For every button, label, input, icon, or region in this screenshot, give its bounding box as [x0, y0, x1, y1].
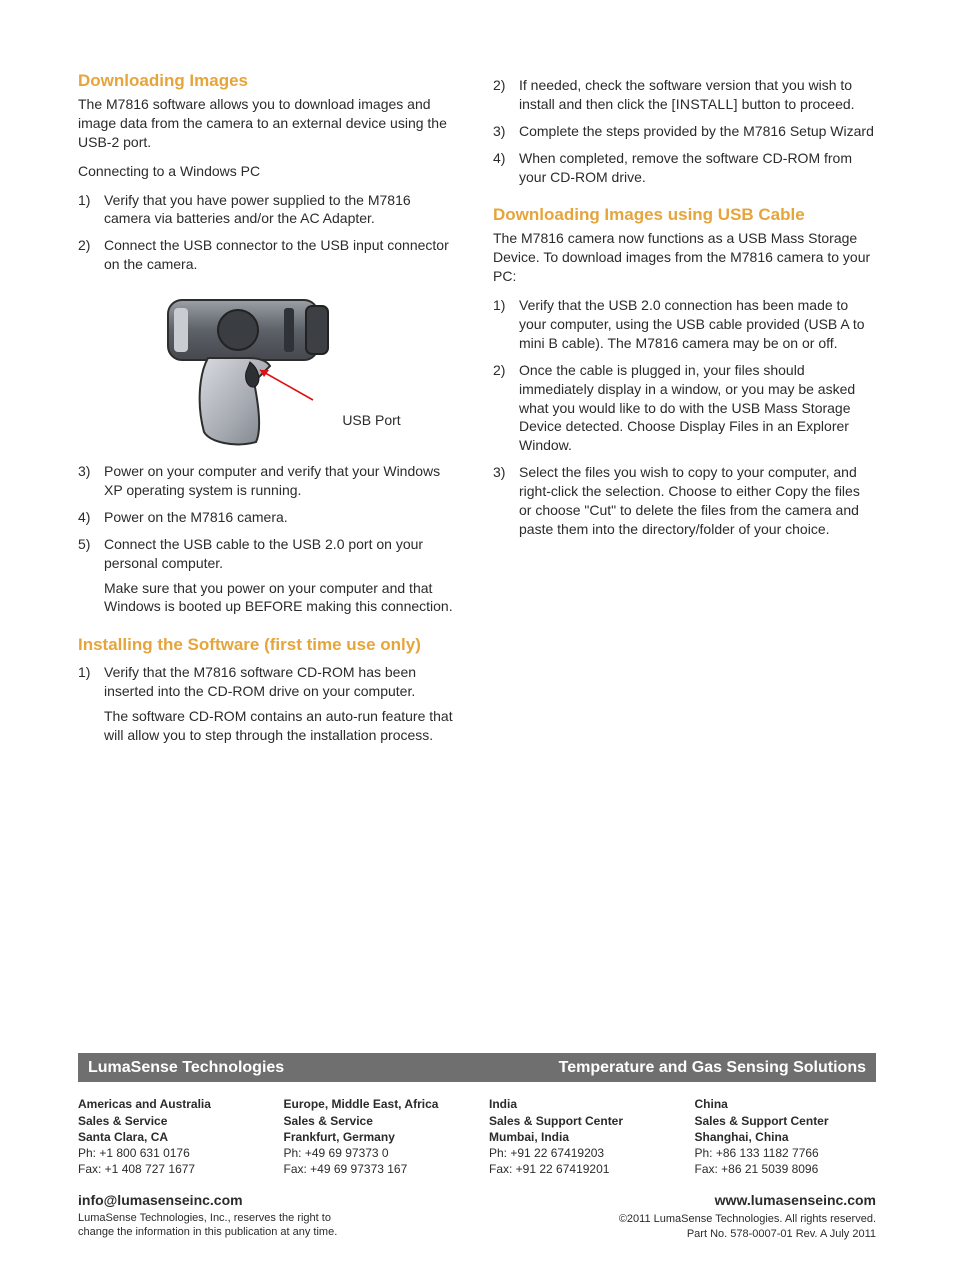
step-item: Once the cable is plugged in, your files… [493, 361, 876, 455]
two-column-layout: Downloading Images The M7816 software al… [78, 70, 876, 753]
office-block: Europe, Middle East, Africa Sales & Serv… [284, 1096, 466, 1177]
office-region: Americas and Australia [78, 1096, 260, 1112]
step-text: Power on the M7816 camera. [104, 509, 288, 525]
figure-label: USB Port [342, 411, 400, 452]
steps-install: Verify that the M7816 software CD-ROM ha… [78, 663, 461, 745]
step-text: Verify that you have power supplied to t… [104, 192, 411, 227]
step-text: Connect the USB connector to the USB inp… [104, 237, 449, 272]
step-item: Verify that you have power supplied to t… [78, 191, 461, 229]
right-column: If needed, check the software version th… [493, 70, 876, 753]
steps-connecting: Verify that you have power supplied to t… [78, 191, 461, 275]
step-note: The software CD-ROM contains an auto-run… [104, 707, 461, 745]
office-block: China Sales & Support Center Shanghai, C… [695, 1096, 877, 1177]
office-city: Mumbai, India [489, 1129, 671, 1145]
office-city: Frankfurt, Germany [284, 1129, 466, 1145]
step-item: Connect the USB cable to the USB 2.0 por… [78, 535, 461, 617]
footer-bar-right: Temperature and Gas Sensing Solutions [559, 1057, 866, 1079]
steps-usb: Verify that the USB 2.0 connection has b… [493, 296, 876, 539]
footer-bottom-left: info@lumasenseinc.com LumaSense Technolo… [78, 1191, 358, 1242]
step-item: If needed, check the software version th… [493, 76, 876, 114]
install-tag: [INSTALL] [672, 96, 738, 112]
office-phone: Ph: +1 800 631 0176 [78, 1146, 190, 1160]
heading-downloading-images: Downloading Images [78, 70, 461, 93]
office-service: Sales & Service [78, 1113, 260, 1129]
camera-figure: USB Port [78, 282, 461, 452]
step-text: Complete the steps provided by the M7816… [519, 123, 874, 139]
office-block: Americas and Australia Sales & Service S… [78, 1096, 260, 1177]
footer-bar-left: LumaSense Technologies [88, 1057, 284, 1079]
page-footer: LumaSense Technologies Temperature and G… [78, 1053, 876, 1242]
step-item: Select the files you wish to copy to you… [493, 463, 876, 539]
step-item: Verify that the USB 2.0 connection has b… [493, 296, 876, 353]
step-text: button to proceed. [738, 96, 855, 112]
footer-web: www.lumasenseinc.com [619, 1191, 876, 1210]
step-item: Verify that the M7816 software CD-ROM ha… [78, 663, 461, 745]
office-region: Europe, Middle East, Africa [284, 1096, 466, 1112]
office-service: Sales & Service [284, 1113, 466, 1129]
step-text: Select the files you wish to copy to you… [519, 464, 860, 537]
office-city: Shanghai, China [695, 1129, 877, 1145]
office-fax: Fax: +49 69 97373 167 [284, 1162, 408, 1176]
step-item: Power on your computer and verify that y… [78, 462, 461, 500]
step-item: Connect the USB connector to the USB inp… [78, 236, 461, 274]
footer-partno: Part No. 578-0007-01 Rev. A July 2011 [687, 1228, 876, 1240]
step-item: When completed, remove the software CD-R… [493, 149, 876, 187]
office-service: Sales & Support Center [695, 1113, 877, 1129]
heading-usb-cable: Downloading Images using USB Cable [493, 204, 876, 227]
step-text: Power on your computer and verify that y… [104, 463, 440, 498]
office-phone: Ph: +86 133 1182 7766 [695, 1146, 819, 1160]
footer-email: info@lumasenseinc.com [78, 1191, 358, 1210]
office-phone: Ph: +49 69 97373 0 [284, 1146, 389, 1160]
step-item: Complete the steps provided by the M7816… [493, 122, 876, 141]
footer-copyright: ©2011 LumaSense Technologies. All rights… [619, 1213, 876, 1225]
step-note: Make sure that you power on your compute… [104, 579, 461, 617]
step-text: When completed, remove the software CD-R… [519, 150, 852, 185]
footer-bottom-right: www.lumasenseinc.com ©2011 LumaSense Tec… [619, 1191, 876, 1242]
office-block: India Sales & Support Center Mumbai, Ind… [489, 1096, 671, 1177]
office-phone: Ph: +91 22 67419203 [489, 1146, 604, 1160]
step-item: Power on the M7816 camera. [78, 508, 461, 527]
left-column: Downloading Images The M7816 software al… [78, 70, 461, 753]
step-text: Verify that the USB 2.0 connection has b… [519, 297, 865, 351]
usb-intro: The M7816 camera now functions as a USB … [493, 229, 876, 286]
step-text: Connect the USB cable to the USB 2.0 por… [104, 536, 423, 571]
office-fax: Fax: +91 22 67419201 [489, 1162, 609, 1176]
offices-row: Americas and Australia Sales & Service S… [78, 1096, 876, 1177]
office-region: India [489, 1096, 671, 1112]
office-region: China [695, 1096, 877, 1112]
footer-bottom: info@lumasenseinc.com LumaSense Technolo… [78, 1191, 876, 1242]
footer-bar: LumaSense Technologies Temperature and G… [78, 1053, 876, 1083]
office-fax: Fax: +1 408 727 1677 [78, 1162, 195, 1176]
step-text: Once the cable is plugged in, your files… [519, 362, 855, 454]
heading-installing-software: Installing the Software (first time use … [78, 634, 461, 657]
subhead-connecting: Connecting to a Windows PC [78, 162, 461, 181]
office-city: Santa Clara, CA [78, 1129, 260, 1145]
camera-icon [138, 282, 348, 452]
footer-disclaimer: LumaSense Technologies, Inc., reserves t… [78, 1212, 358, 1240]
steps-install-continued: If needed, check the software version th… [493, 76, 876, 186]
intro-paragraph: The M7816 software allows you to downloa… [78, 95, 461, 152]
steps-connecting-continued: Power on your computer and verify that y… [78, 462, 461, 616]
office-fax: Fax: +86 21 5039 8096 [695, 1162, 819, 1176]
office-service: Sales & Support Center [489, 1113, 671, 1129]
step-text: Verify that the M7816 software CD-ROM ha… [104, 664, 416, 699]
